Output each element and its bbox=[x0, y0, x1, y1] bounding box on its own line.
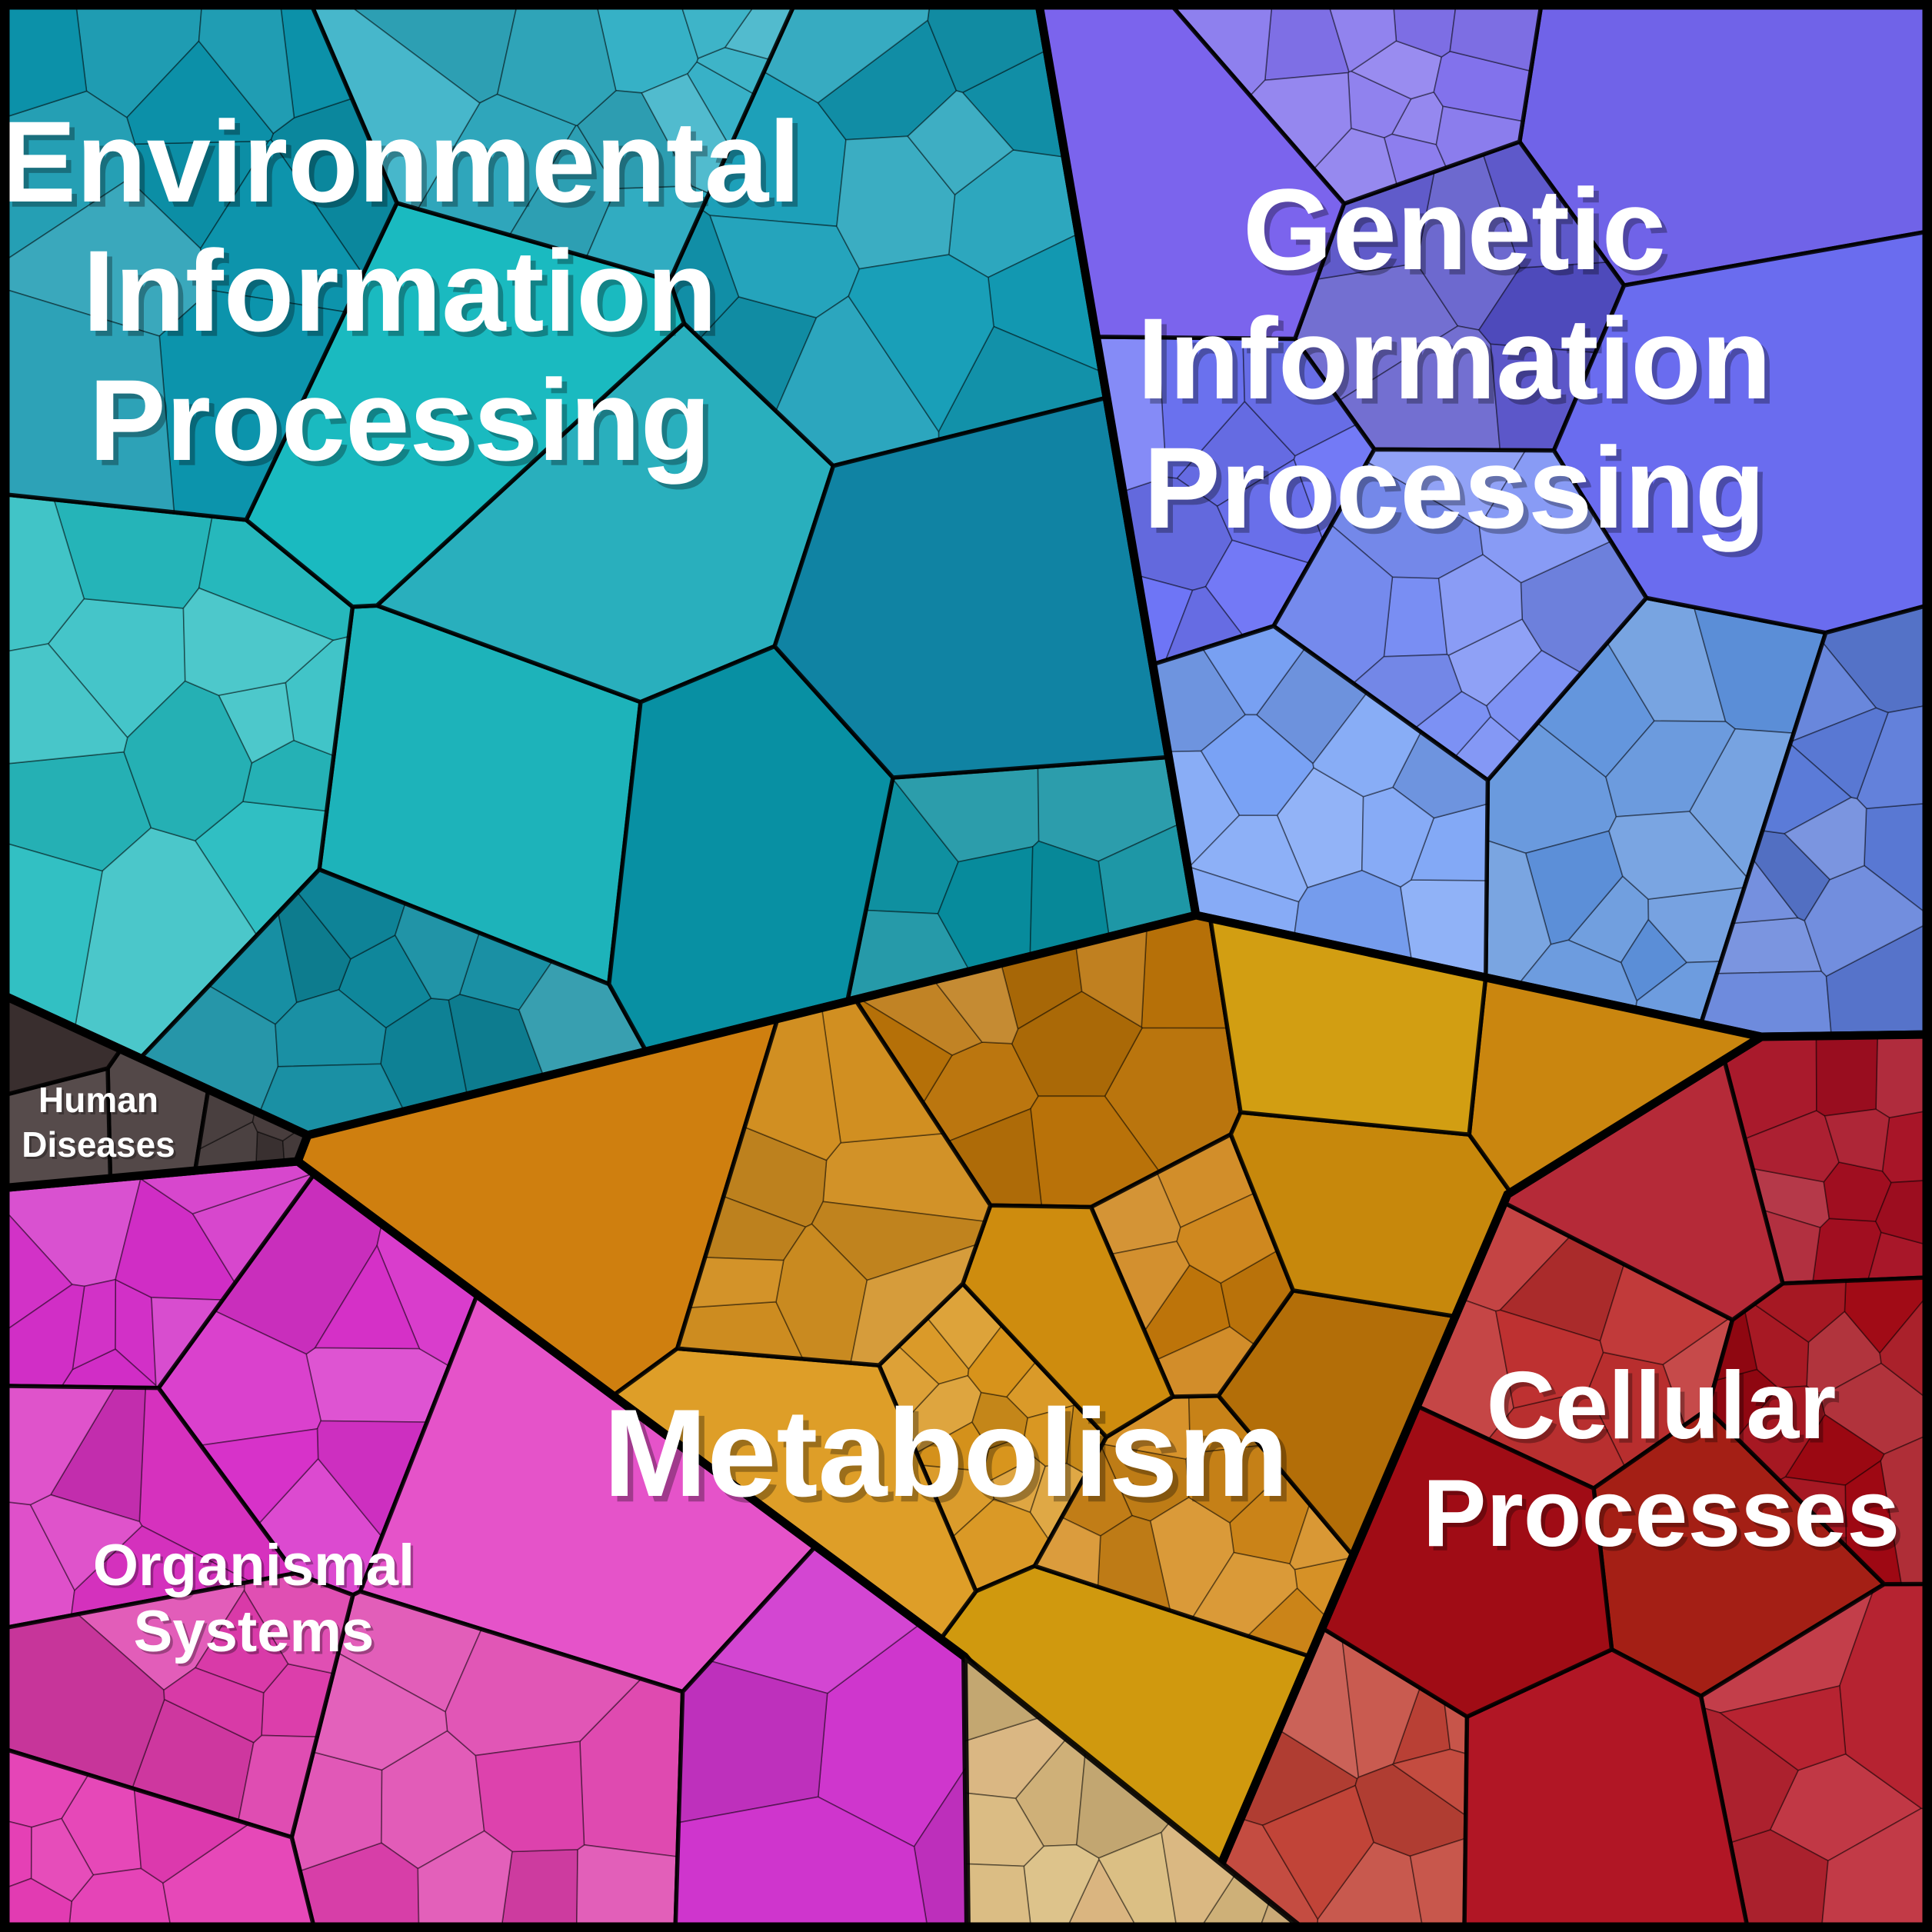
svg-text:Diseases: Diseases bbox=[22, 1124, 175, 1164]
svg-text:Cellular: Cellular bbox=[1487, 1353, 1837, 1459]
svg-text:Organismal: Organismal bbox=[93, 1533, 415, 1598]
svg-text:Systems: Systems bbox=[134, 1599, 375, 1664]
svg-text:Environmental: Environmental bbox=[0, 97, 801, 226]
svg-text:Human: Human bbox=[38, 1080, 158, 1120]
svg-text:Metabolism: Metabolism bbox=[603, 1384, 1288, 1523]
svg-text:Processing: Processing bbox=[89, 355, 711, 485]
svg-text:Information: Information bbox=[83, 226, 718, 355]
svg-text:Processing: Processing bbox=[1144, 423, 1766, 552]
svg-text:Genetic: Genetic bbox=[1243, 165, 1666, 294]
svg-text:Processes: Processes bbox=[1423, 1461, 1900, 1567]
svg-text:Information: Information bbox=[1138, 294, 1772, 423]
